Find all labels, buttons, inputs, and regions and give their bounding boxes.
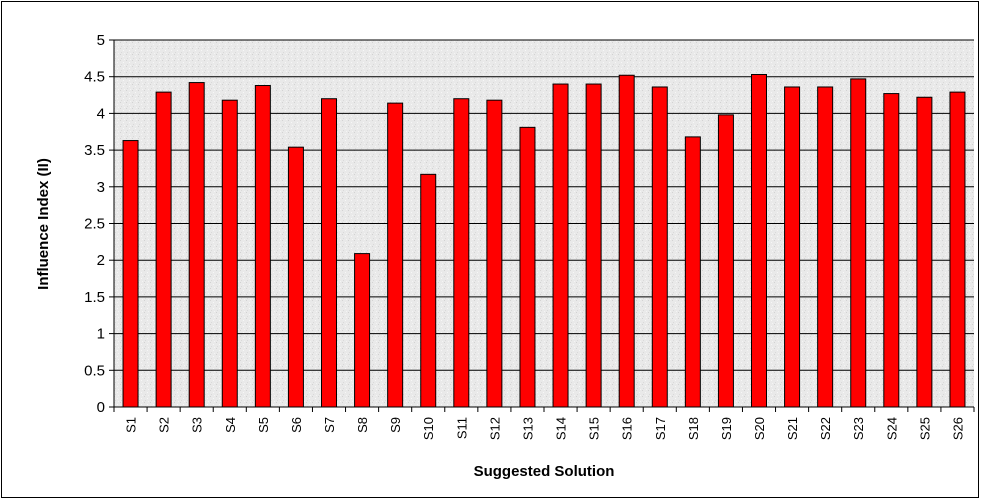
bar-s20 bbox=[751, 73, 767, 408]
x-tick-label: S18 bbox=[686, 417, 701, 440]
x-tick-label: S22 bbox=[818, 417, 833, 440]
bar-s24 bbox=[883, 93, 900, 408]
bar-s14 bbox=[552, 83, 569, 408]
x-tick-label: S6 bbox=[289, 417, 304, 433]
x-tick-label: S1 bbox=[124, 417, 139, 433]
bar-s22 bbox=[817, 86, 834, 408]
x-tick-label: S5 bbox=[256, 417, 271, 433]
x-tick-label: S23 bbox=[851, 417, 866, 440]
x-tick-label: S14 bbox=[554, 417, 569, 440]
bar-s23 bbox=[850, 78, 867, 408]
x-tick-label: S9 bbox=[388, 417, 403, 433]
y-tick-label: 3 bbox=[97, 179, 105, 196]
x-tick-label: S4 bbox=[223, 417, 238, 433]
x-tick-label: S24 bbox=[884, 417, 899, 440]
bars bbox=[122, 73, 966, 408]
bar-s7 bbox=[321, 98, 337, 408]
bar-s3 bbox=[188, 82, 205, 408]
bar-s8 bbox=[354, 253, 371, 408]
y-tick-label: 2.5 bbox=[84, 216, 105, 233]
bar-s21 bbox=[784, 86, 801, 408]
x-tick-label: S11 bbox=[454, 417, 469, 439]
bar-s25 bbox=[916, 96, 933, 408]
y-tick-label: 0 bbox=[97, 399, 105, 416]
x-tick-label: S21 bbox=[785, 417, 800, 440]
x-axis-title: Suggested Solution bbox=[474, 463, 615, 480]
x-tick-label: S8 bbox=[355, 417, 370, 433]
y-tick-label: 2 bbox=[97, 252, 105, 269]
bar-s1 bbox=[122, 140, 139, 408]
bar-s11 bbox=[453, 98, 470, 408]
bar-s17 bbox=[651, 86, 668, 408]
y-tick-label: 3.5 bbox=[84, 142, 105, 159]
bar-s15 bbox=[585, 83, 602, 408]
bar-s13 bbox=[519, 126, 536, 408]
y-tick-label: 4 bbox=[97, 105, 105, 122]
y-tick-label: 1 bbox=[97, 326, 105, 343]
x-tick-label: S2 bbox=[157, 417, 172, 433]
x-tick-label: S13 bbox=[520, 417, 535, 440]
bar-s18 bbox=[684, 136, 701, 408]
bar-s12 bbox=[486, 99, 503, 408]
x-tick-label: S15 bbox=[587, 417, 602, 440]
bar-s6 bbox=[287, 146, 304, 408]
x-tick-label: S26 bbox=[950, 417, 965, 440]
y-tick-label: 0.5 bbox=[84, 362, 105, 379]
x-tick-label: S16 bbox=[620, 417, 635, 440]
x-tick-label: S20 bbox=[752, 417, 767, 440]
x-tick-label: S19 bbox=[719, 417, 734, 440]
x-tick-labels: S1 S2 S3 S4 S5 S6 S7 S8 S9 S10 S11 S12 S13 S14 S15 S16 S… bbox=[113, 407, 975, 440]
bar-s9 bbox=[387, 102, 404, 408]
bar-s19 bbox=[717, 114, 734, 408]
y-tick-label: 4.5 bbox=[84, 69, 105, 86]
x-tick-label: S17 bbox=[653, 417, 668, 440]
x-tick-label: S12 bbox=[487, 417, 502, 440]
bar-s5 bbox=[254, 85, 271, 408]
y-tick-labels: 0 0.5 1 1.5 2 2.5 3 3.5 4 4.5 5 bbox=[84, 32, 114, 416]
bar-s4 bbox=[221, 99, 238, 408]
x-tick-label: S3 bbox=[190, 417, 205, 433]
y-axis-title: Influence Index (II) bbox=[35, 158, 52, 290]
bar-s10 bbox=[420, 173, 437, 408]
y-tick-label: 1.5 bbox=[84, 289, 105, 306]
x-tick-label: S25 bbox=[917, 417, 932, 440]
x-tick-label: S7 bbox=[322, 417, 337, 433]
x-tick-label: S10 bbox=[421, 417, 436, 440]
bar-s26 bbox=[949, 91, 966, 408]
bar-s2 bbox=[155, 91, 172, 408]
y-tick-label: 5 bbox=[97, 32, 105, 49]
bar-s16 bbox=[618, 74, 635, 408]
